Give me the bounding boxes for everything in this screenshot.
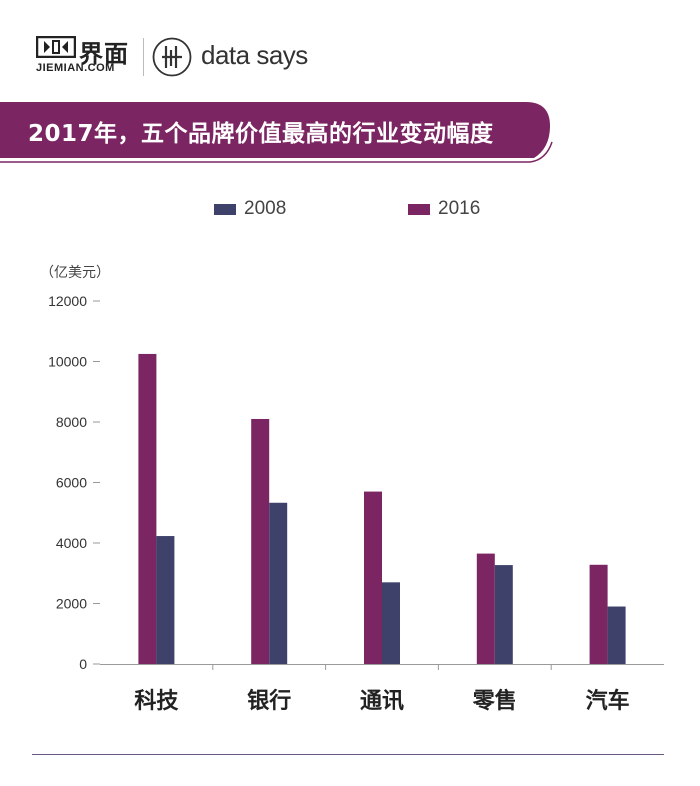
bar-2008-0 bbox=[156, 536, 175, 664]
legend-label-2016: 2016 bbox=[438, 198, 481, 219]
jiemian-logo[interactable]: 界面 JIEMIAN.COM bbox=[36, 34, 136, 78]
x-category-label: 零售 bbox=[472, 688, 517, 714]
footer-divider bbox=[32, 754, 664, 755]
bar-2016-4 bbox=[589, 564, 608, 664]
bar-2008-3 bbox=[494, 565, 513, 664]
legend-label-2008: 2008 bbox=[244, 198, 287, 219]
title-banner bbox=[0, 102, 553, 163]
y-tick-label: 4000 bbox=[56, 535, 87, 551]
bar-2016-3 bbox=[476, 553, 495, 664]
bar-2008-2 bbox=[382, 582, 400, 664]
bar-2008-4 bbox=[607, 606, 626, 664]
y-tick-label: 12000 bbox=[48, 293, 87, 309]
data-says-icon bbox=[152, 37, 192, 77]
y-tick-label: 2000 bbox=[56, 596, 87, 612]
legend-swatch-2016 bbox=[408, 204, 430, 215]
x-category-label: 银行 bbox=[247, 688, 291, 714]
bar-2008-1 bbox=[269, 502, 288, 664]
y-tick-label: 0 bbox=[79, 656, 87, 672]
x-category-label: 汽车 bbox=[586, 688, 630, 714]
logo-divider bbox=[143, 38, 144, 76]
legend-swatch-2008 bbox=[214, 204, 236, 215]
y-tick-label: 6000 bbox=[56, 475, 87, 491]
chart-title: 2017年，五个品牌价值最高的行业变动幅度 bbox=[28, 121, 494, 147]
jiemian-logo-cn: 界面 bbox=[79, 40, 129, 68]
banner-swoosh bbox=[0, 141, 553, 163]
y-tick-label: 10000 bbox=[48, 354, 87, 370]
jiemian-logo-en: JIEMIAN.COM bbox=[36, 62, 115, 74]
data-says-label: data says bbox=[201, 40, 308, 70]
bar-2016-1 bbox=[251, 418, 270, 664]
jiemian-logo-icon bbox=[36, 36, 76, 58]
bar-chart: 0 2000 4000 6000 8000 10000 12000 科技 银行 通讯 零售 汽车 bbox=[48, 293, 664, 714]
x-category-label: 科技 bbox=[134, 689, 179, 714]
bar-2016-2 bbox=[364, 491, 382, 664]
y-tick-label: 8000 bbox=[56, 414, 87, 430]
x-category-label: 通讯 bbox=[360, 689, 404, 714]
header: 界面 JIEMIAN.COM data says bbox=[0, 0, 700, 100]
banner-shape bbox=[0, 102, 550, 158]
y-axis-unit: （亿美元） bbox=[40, 265, 110, 281]
bar-2016-0 bbox=[138, 353, 157, 664]
